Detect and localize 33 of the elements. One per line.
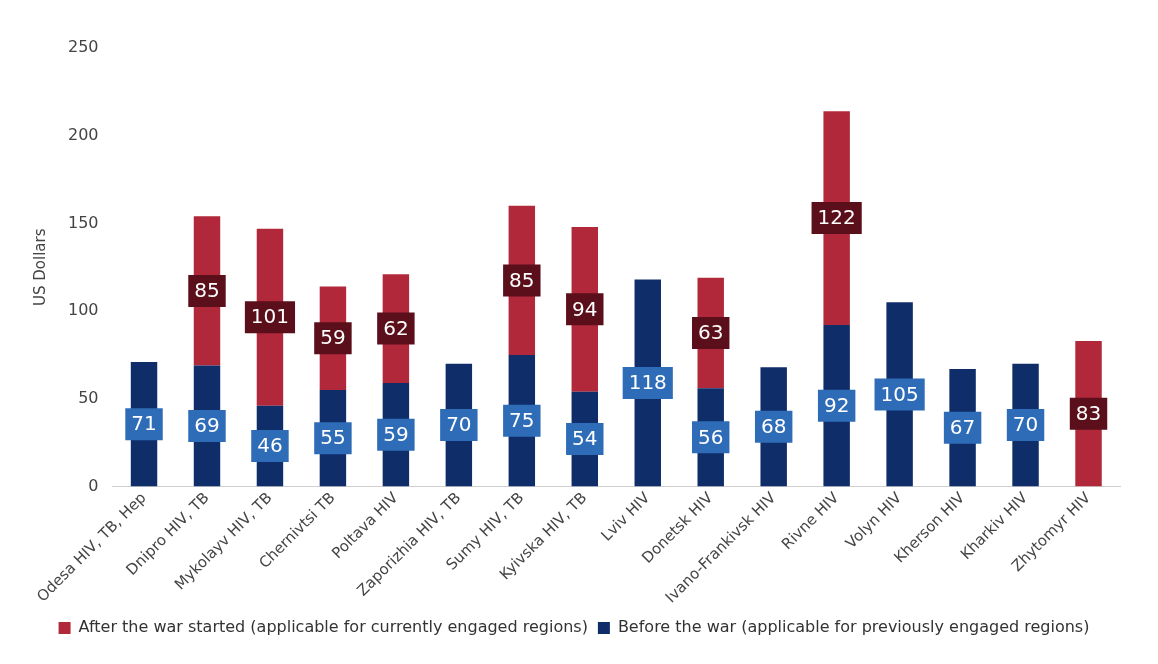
data-label: 56	[697, 424, 724, 449]
data-label: 69	[194, 413, 220, 438]
data-label: 101	[250, 304, 290, 329]
data-label: 83	[1075, 400, 1102, 425]
data-label: 85	[509, 267, 535, 292]
data-label: 67	[949, 414, 976, 439]
y-tick-label: 250	[67, 37, 99, 57]
data-label: 94	[572, 296, 598, 321]
data-label: 85	[194, 278, 220, 303]
data-label: 122	[817, 205, 856, 230]
data-label: 54	[572, 426, 598, 451]
y-tick-label: 0	[88, 475, 99, 495]
y-tick-label: 100	[67, 300, 99, 320]
legend-label: Before the war (applicable for previously engaged regions)	[617, 617, 1090, 637]
data-label: 70	[446, 412, 472, 437]
data-label: 46	[257, 433, 283, 458]
data-label: 75	[509, 407, 535, 432]
data-label: 70	[1012, 412, 1039, 437]
data-label: 118	[628, 370, 667, 395]
data-label: 63	[697, 320, 724, 345]
data-label: 71	[131, 411, 157, 436]
data-label: 105	[880, 381, 919, 406]
data-label: 59	[383, 421, 409, 446]
y-tick-label: 200	[67, 124, 99, 144]
data-label: 62	[383, 315, 409, 340]
legend-label: After the war started (applicable for currently engaged regions)	[78, 617, 588, 637]
data-label: 92	[823, 392, 850, 417]
data-label: 59	[320, 325, 346, 350]
data-label: 68	[760, 414, 787, 439]
y-axis-title: US Dollars	[30, 228, 49, 306]
data-label: 55	[320, 425, 346, 450]
y-tick-label: 50	[78, 387, 99, 407]
y-tick-label: 150	[67, 212, 99, 232]
